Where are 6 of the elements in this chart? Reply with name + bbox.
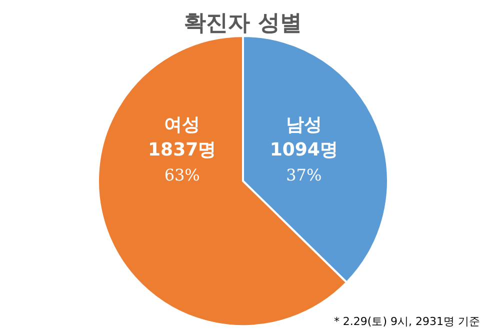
chart-title: 확진자 성별 — [184, 11, 302, 36]
text: * 2.29(토) 9시, 2931명 기준 — [334, 315, 480, 328]
data-label: 1837명 63% — [148, 139, 216, 184]
slice-label: 여성 — [164, 114, 200, 136]
data-label: 1094명 37% — [270, 139, 338, 184]
slice-label: 남성 — [286, 114, 322, 136]
